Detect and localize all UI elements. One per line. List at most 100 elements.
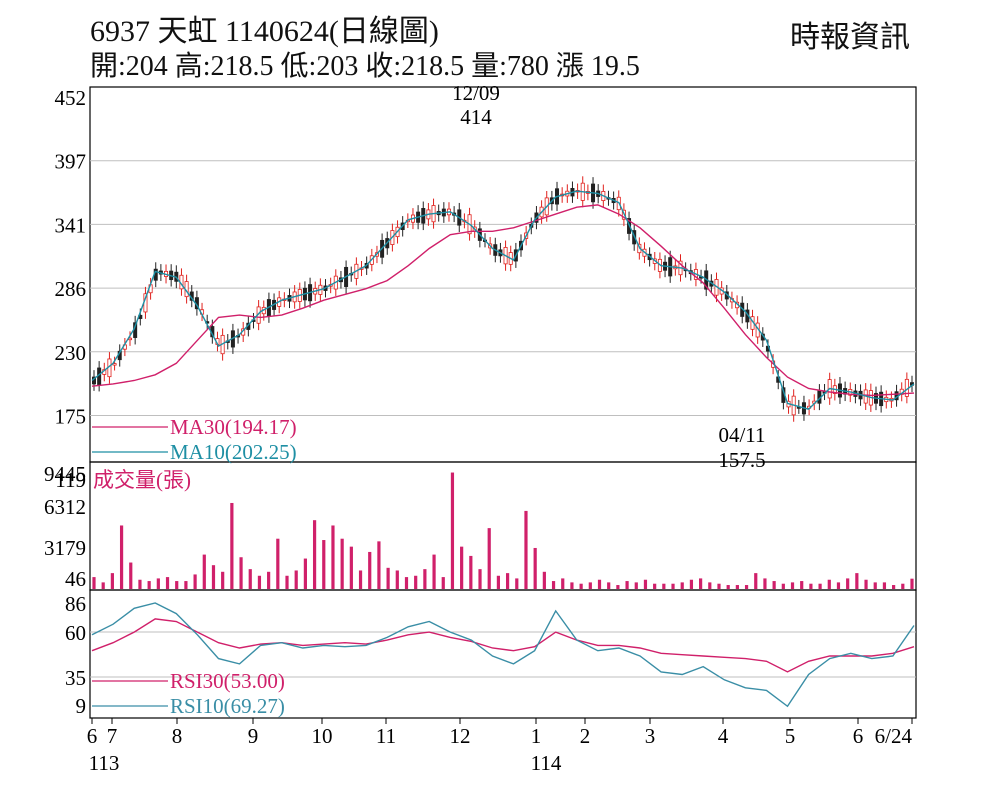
volume-bar <box>744 585 749 589</box>
volume-bar <box>827 579 831 589</box>
volume-bar <box>303 558 307 589</box>
volume-bar <box>331 525 335 589</box>
volume-bar <box>358 570 363 589</box>
volume-bar <box>165 577 170 589</box>
volume-bar <box>735 585 739 589</box>
volume-bars <box>92 472 914 589</box>
rsi10-line <box>91 602 915 708</box>
volume-bar <box>221 571 225 589</box>
volume-bar <box>653 583 657 589</box>
candlesticks <box>92 176 915 422</box>
volume-bar <box>322 540 326 589</box>
volume-tick-label: 3179 <box>44 536 86 560</box>
volume-bar <box>239 557 243 589</box>
volume-bar <box>910 578 914 589</box>
source-label: 時報資訊 <box>790 21 910 54</box>
volume-bar <box>129 562 133 589</box>
volume-bar <box>717 583 721 589</box>
volume-bar <box>643 579 648 589</box>
volume-tick-label: 6312 <box>44 495 86 519</box>
axis-labels: 4523973412862301751199445631231794686603… <box>44 86 912 775</box>
volume-bar <box>689 579 694 589</box>
volume-bar <box>708 582 712 589</box>
rsi-tick-label: 9 <box>76 694 87 718</box>
volume-bar <box>377 541 381 589</box>
volume-bar <box>662 583 666 589</box>
volume-bar <box>248 569 252 589</box>
legend-ma10: MA10(202.25) <box>170 440 297 464</box>
high-value: 414 <box>460 105 492 129</box>
volume-bar <box>542 571 546 589</box>
x-tick-label: 11 <box>376 724 396 748</box>
volume-bar <box>110 573 114 589</box>
chart-title: 6937 天虹 1140624(日線圖) <box>90 15 439 48</box>
volume-bar <box>579 583 583 589</box>
volume-bar <box>873 582 877 589</box>
volume-bar <box>147 581 151 589</box>
volume-bar <box>680 582 684 589</box>
volume-bar <box>818 583 822 589</box>
legend-ma30: MA30(194.17) <box>170 415 297 439</box>
volume-bar <box>533 547 537 589</box>
volume-tick-label: 9445 <box>44 462 86 486</box>
volume-bar <box>340 538 344 589</box>
volume-bar <box>855 573 859 589</box>
grid-lines <box>90 160 916 724</box>
volume-bar <box>211 565 216 589</box>
x-tick-label: 3 <box>645 724 656 748</box>
x-tick-label: 6 <box>853 724 864 748</box>
volume-bar <box>515 578 519 589</box>
volume-bar <box>184 581 188 589</box>
volume-bar <box>156 578 160 589</box>
price-tick-label: 341 <box>55 213 87 237</box>
volume-bar <box>404 577 409 589</box>
volume-bar <box>625 581 629 589</box>
volume-bar <box>570 582 574 589</box>
volume-tick-label: 46 <box>65 567 86 591</box>
x-tick-label: 1 <box>531 724 542 748</box>
volume-bar <box>423 569 427 589</box>
volume-bar <box>487 528 491 589</box>
volume-bar <box>864 579 868 589</box>
volume-bar <box>312 520 317 589</box>
volume-bar <box>285 575 289 589</box>
volume-bar <box>726 585 730 589</box>
volume-bar <box>175 581 179 589</box>
high-date: 12/09 <box>452 81 500 105</box>
x-tick-label: 9 <box>248 724 259 748</box>
volume-bar <box>257 575 262 589</box>
volume-bar <box>790 582 795 589</box>
volume-bar <box>101 582 105 589</box>
volume-bar <box>772 581 776 589</box>
ohlc-summary: 開:204 高:218.5 低:203 收:218.5 量:780 漲 19.5 <box>90 51 640 82</box>
price-tick-label: 452 <box>55 86 87 110</box>
volume-bar <box>846 578 850 589</box>
low-value: 157.5 <box>718 448 765 472</box>
x-tick-label: 5 <box>785 724 796 748</box>
volume-bar <box>551 581 556 589</box>
volume-bar <box>478 569 482 589</box>
volume-bar <box>469 555 473 589</box>
rsi-tick-label: 86 <box>65 592 86 616</box>
x-tick-label: 12 <box>450 724 471 748</box>
x-tick-label: 8 <box>172 724 183 748</box>
volume-bar <box>460 546 464 589</box>
volume-bar <box>781 583 785 589</box>
volume-bar <box>588 582 592 589</box>
legend-rsi10: RSI10(69.27) <box>170 694 285 718</box>
volume-bar <box>193 574 197 589</box>
volume-bar <box>386 567 390 589</box>
volume-title: 成交量(張) <box>93 468 191 492</box>
x-tick-label: 7 <box>107 724 118 748</box>
volume-bar <box>607 582 611 589</box>
rsi-tick-label: 60 <box>65 621 86 645</box>
price-tick-label: 397 <box>55 150 87 174</box>
volume-bar <box>597 579 602 589</box>
price-tick-label: 286 <box>55 277 87 301</box>
volume-bar <box>138 579 142 589</box>
x-tick-label: 6 <box>87 724 98 748</box>
volume-bar <box>414 575 418 589</box>
volume-bar <box>800 581 804 589</box>
volume-bar <box>230 502 234 589</box>
